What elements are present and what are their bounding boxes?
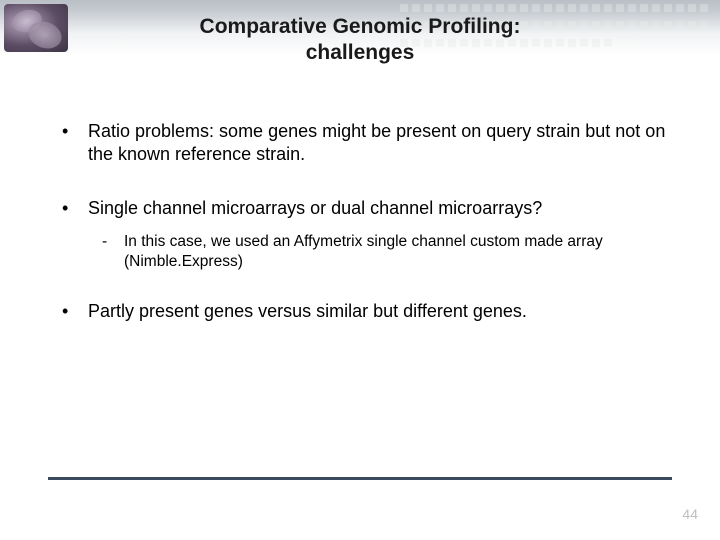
bullet-marker: • [60,300,88,323]
footer-divider [48,477,672,480]
list-item: • Partly present genes versus similar bu… [60,300,670,323]
slide-title: Comparative Genomic Profiling: challenge… [0,14,720,67]
page-number: 44 [682,506,698,522]
bullet-marker: • [60,120,88,167]
title-line-1: Comparative Genomic Profiling: [0,14,720,40]
bullet-text: In this case, we used an Affymetrix sing… [124,232,670,272]
slide-content: • Ratio problems: some genes might be pr… [60,120,670,354]
bullet-text: Partly present genes versus similar but … [88,300,670,323]
list-item-sub: - In this case, we used an Affymetrix si… [102,232,670,272]
list-item: • Single channel microarrays or dual cha… [60,197,670,220]
list-item: • Ratio problems: some genes might be pr… [60,120,670,167]
bullet-text: Ratio problems: some genes might be pres… [88,120,670,167]
bullet-text: Single channel microarrays or dual chann… [88,197,670,220]
bullet-marker: - [102,232,124,272]
bullet-marker: • [60,197,88,220]
title-line-2: challenges [0,40,720,66]
